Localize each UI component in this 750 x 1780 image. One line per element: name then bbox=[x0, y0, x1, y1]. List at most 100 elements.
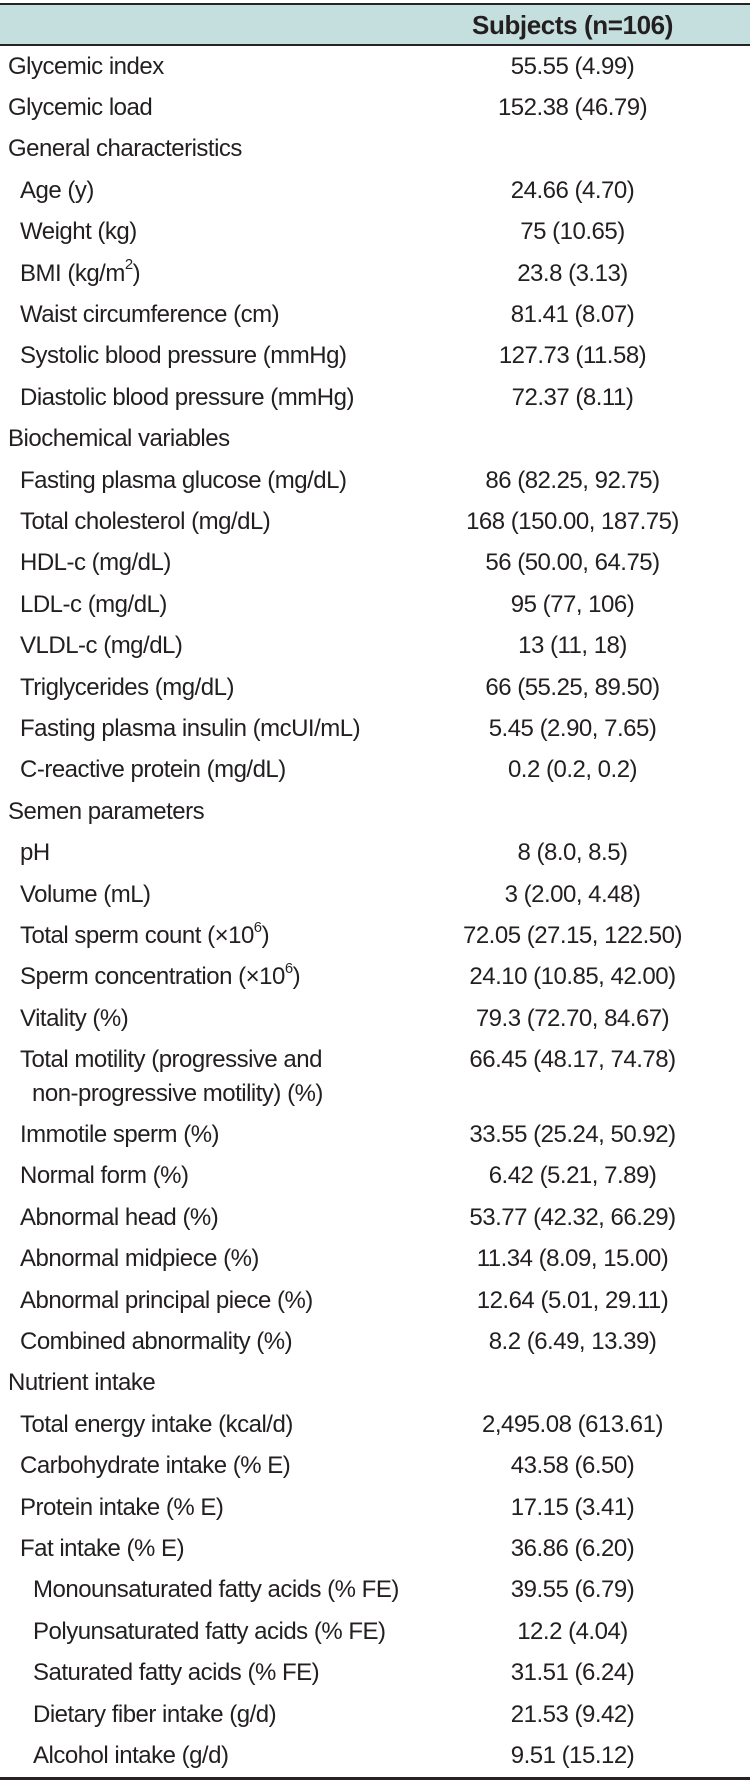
table-row: Volume (mL) 3 (2.00, 4.48) bbox=[0, 874, 750, 915]
row-label: Nutrient intake bbox=[8, 1369, 156, 1397]
table-row: Glycemic load 152.38 (46.79) bbox=[0, 87, 750, 128]
row-label: Volume (mL) bbox=[20, 880, 151, 908]
table-header-row: Subjects (n=106) bbox=[0, 3, 750, 46]
row-label: Fasting plasma insulin (mcUI/mL) bbox=[20, 714, 361, 742]
table-row: Semen parameters bbox=[0, 791, 750, 832]
row-value: 36.86 (6.20) bbox=[510, 1534, 635, 1562]
row-value: 168 (150.00, 187.75) bbox=[466, 507, 679, 535]
table-row: Waist circumference (cm) 81.41 (8.07) bbox=[0, 294, 750, 335]
row-label: Combined abnormality (%) bbox=[20, 1328, 293, 1356]
row-value: 86 (82.25, 92.75) bbox=[485, 466, 660, 494]
row-label: HDL-c (mg/dL) bbox=[20, 549, 171, 577]
table-row: Saturated fatty acids (% FE) 31.51 (6.24) bbox=[0, 1652, 750, 1693]
header-subjects-cell: Subjects (n=106) bbox=[472, 9, 673, 40]
table-row: HDL-c (mg/dL) 56 (50.00, 64.75) bbox=[0, 543, 750, 584]
row-value: 31.51 (6.24) bbox=[510, 1659, 635, 1687]
row-label: C-reactive protein (mg/dL) bbox=[20, 756, 286, 784]
table-row: General characteristics bbox=[0, 129, 750, 170]
row-label: Biochemical variables bbox=[8, 425, 230, 453]
row-label: Abnormal principal piece (%) bbox=[20, 1286, 313, 1314]
row-label: Total motility (progressive and non-progr… bbox=[20, 1046, 323, 1108]
table-row: Vitality (%) 79.3 (72.70, 84.67) bbox=[0, 998, 750, 1039]
table-row: Fasting plasma insulin (mcUI/mL) 5.45 (2.… bbox=[0, 708, 750, 749]
table-row: Polyunsaturated fatty acids (% FE) 12.2 (… bbox=[0, 1611, 750, 1652]
row-label: Abnormal head (%) bbox=[20, 1203, 219, 1231]
table-row: Weight (kg) 75 (10.65) bbox=[0, 212, 750, 253]
row-value: 39.55 (6.79) bbox=[510, 1576, 635, 1604]
table-row: Total sperm count (×106) 72.05 (27.15, 12… bbox=[0, 915, 750, 956]
row-label: Glycemic load bbox=[8, 94, 153, 122]
table-row: pH 8 (8.0, 8.5) bbox=[0, 832, 750, 873]
row-value: 72.05 (27.15, 122.50) bbox=[462, 921, 683, 949]
table-row: Combined abnormality (%) 8.2 (6.49, 13.39… bbox=[0, 1321, 750, 1362]
row-label: Systolic blood pressure (mmHg) bbox=[20, 342, 347, 370]
row-label: Protein intake (% E) bbox=[20, 1493, 224, 1521]
table-row: Protein intake (% E) 17.15 (3.41) bbox=[0, 1487, 750, 1528]
row-value: 152.38 (46.79) bbox=[497, 94, 648, 122]
row-label: Fasting plasma glucose (mg/dL) bbox=[20, 466, 347, 494]
table-row: Normal form (%) 6.42 (5.21, 7.89) bbox=[0, 1156, 750, 1197]
table-row: VLDL-c (mg/dL) 13 (11, 18) bbox=[0, 625, 750, 666]
row-value: 24.10 (10.85, 42.00) bbox=[469, 963, 676, 991]
table-row: Carbohydrate intake (% E) 43.58 (6.50) bbox=[0, 1446, 750, 1487]
row-value: 0.2 (0.2, 0.2) bbox=[507, 756, 638, 784]
table-row: Abnormal head (%) 53.77 (42.32, 66.29) bbox=[0, 1197, 750, 1238]
table-row: Dietary fiber intake (g/d) 21.53 (9.42) bbox=[0, 1694, 750, 1735]
row-label: LDL-c (mg/dL) bbox=[20, 590, 167, 618]
row-value: 12.2 (4.04) bbox=[517, 1617, 628, 1645]
table-row: LDL-c (mg/dL) 95 (77, 106) bbox=[0, 584, 750, 625]
row-label: Total energy intake (kcal/d) bbox=[20, 1410, 293, 1438]
row-value: 9.51 (15.12) bbox=[510, 1741, 635, 1769]
row-value: 23.8 (3.13) bbox=[517, 259, 628, 287]
table-row: Alcohol intake (g/d) 9.51 (15.12) bbox=[0, 1735, 750, 1776]
row-value: 13 (11, 18) bbox=[518, 632, 627, 660]
table-row: Abnormal principal piece (%) 12.64 (5.01,… bbox=[0, 1280, 750, 1321]
row-label: Carbohydrate intake (% E) bbox=[20, 1452, 291, 1480]
row-label: Glycemic index bbox=[8, 52, 164, 80]
table-row: Glycemic index 55.55 (4.99) bbox=[0, 46, 750, 87]
row-value: 6.42 (5.21, 7.89) bbox=[488, 1162, 657, 1190]
row-label: Total sperm count (×106) bbox=[20, 919, 270, 949]
row-value: 8 (8.0, 8.5) bbox=[517, 839, 628, 867]
row-label: pH bbox=[20, 839, 50, 867]
row-label: Saturated fatty acids (% FE) bbox=[33, 1659, 320, 1687]
table-row: Monounsaturated fatty acids (% FE) 39.55 … bbox=[0, 1570, 750, 1611]
row-value: 33.55 (25.24, 50.92) bbox=[469, 1121, 676, 1149]
row-value: 24.66 (4.70) bbox=[510, 176, 635, 204]
row-value: 3 (2.00, 4.48) bbox=[504, 880, 641, 908]
row-value: 127.73 (11.58) bbox=[498, 342, 647, 370]
row-value: 21.53 (9.42) bbox=[510, 1700, 635, 1728]
table-row: Fat intake (% E) 36.86 (6.20) bbox=[0, 1528, 750, 1569]
row-label: Semen parameters bbox=[8, 797, 205, 825]
row-label: Polyunsaturated fatty acids (% FE) bbox=[33, 1617, 386, 1645]
table-row: C-reactive protein (mg/dL) 0.2 (0.2, 0.2) bbox=[0, 750, 750, 791]
table-row: Total cholesterol (mg/dL) 168 (150.00, 18… bbox=[0, 501, 750, 542]
table-row: Diastolic blood pressure (mmHg) 72.37 (8.… bbox=[0, 377, 750, 418]
row-label: Total cholesterol (mg/dL) bbox=[20, 507, 271, 535]
row-label: Weight (kg) bbox=[20, 218, 137, 246]
table-row: Total motility (progressive and non-progr… bbox=[0, 1039, 750, 1114]
row-value: 11.34 (8.09, 15.00) bbox=[476, 1245, 669, 1273]
row-label: Alcohol intake (g/d) bbox=[33, 1741, 229, 1769]
row-label: Dietary fiber intake (g/d) bbox=[33, 1700, 277, 1728]
row-label: Sperm concentration (×106) bbox=[20, 961, 301, 991]
row-value: 95 (77, 106) bbox=[510, 590, 635, 618]
row-label: Triglycerides (mg/dL) bbox=[20, 673, 235, 701]
table-row: Abnormal midpiece (%) 11.34 (8.09, 15.00) bbox=[0, 1239, 750, 1280]
table-row: Systolic blood pressure (mmHg) 127.73 (11… bbox=[0, 336, 750, 377]
row-label: Monounsaturated fatty acids (% FE) bbox=[33, 1576, 399, 1604]
table-row: Triglycerides (mg/dL) 66 (55.25, 89.50) bbox=[0, 667, 750, 708]
row-value: 81.41 (8.07) bbox=[510, 301, 635, 329]
table-row: BMI (kg/m2) 23.8 (3.13) bbox=[0, 253, 750, 294]
table-row: Biochemical variables bbox=[0, 419, 750, 460]
row-value: 66 (55.25, 89.50) bbox=[485, 673, 660, 701]
row-label: Waist circumference (cm) bbox=[20, 301, 280, 329]
row-value: 53.77 (42.32, 66.29) bbox=[469, 1203, 676, 1231]
row-label: Abnormal midpiece (%) bbox=[20, 1245, 259, 1273]
row-value: 56 (50.00, 64.75) bbox=[485, 549, 660, 577]
row-value: 66.45 (48.17, 74.78) bbox=[469, 1046, 676, 1074]
row-value: 2,495.08 (613.61) bbox=[482, 1410, 663, 1438]
table-row: Immotile sperm (%) 33.55 (25.24, 50.92) bbox=[0, 1114, 750, 1155]
row-value: 55.55 (4.99) bbox=[510, 52, 635, 80]
